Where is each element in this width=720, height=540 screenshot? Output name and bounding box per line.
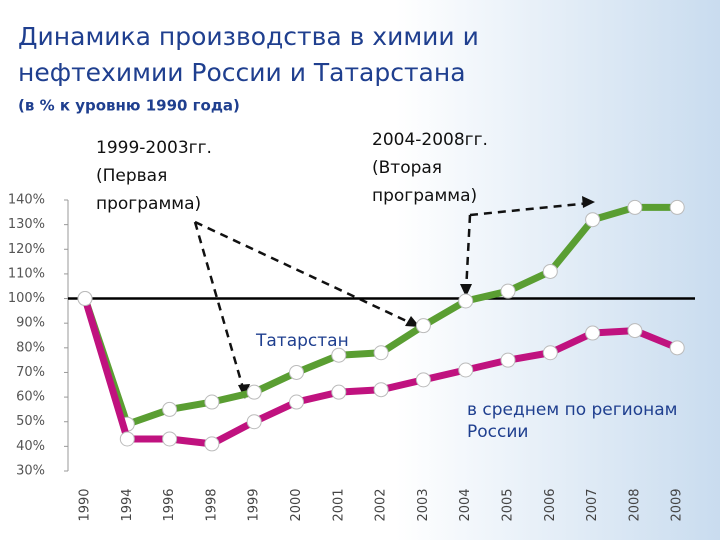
x-tick-label: 2006 (543, 488, 558, 521)
series-label-part: России (467, 422, 528, 442)
annotation: программа) (96, 194, 201, 214)
y-tick-label: 100% (8, 291, 45, 306)
annotation: (Первая (96, 166, 167, 186)
title-line: Динамика производства в химии и (18, 22, 479, 51)
y-tick-label: 110% (8, 266, 45, 281)
point (204, 394, 220, 410)
point (669, 199, 685, 215)
x-tick-label: 1999 (247, 488, 262, 521)
point (373, 382, 389, 398)
point (500, 283, 516, 299)
point (204, 436, 220, 452)
point (289, 394, 304, 410)
arrow (193, 221, 247, 396)
y-tick-label: 80% (16, 340, 45, 355)
arrowhead (582, 196, 595, 208)
y-tick-label: 40% (16, 439, 45, 454)
arrow (469, 201, 591, 217)
point (500, 352, 516, 368)
point (331, 347, 347, 363)
arrows (193, 201, 591, 396)
point (162, 431, 178, 447)
x-tick-label: 2003 (416, 488, 431, 521)
point (627, 323, 643, 339)
annotation: программа) (372, 186, 477, 206)
arrow (194, 220, 416, 327)
x-tick-label: 2008 (627, 488, 642, 521)
point (458, 362, 474, 378)
y-tick-label: 50% (16, 414, 45, 429)
x-tick-label: 2007 (585, 488, 600, 521)
x-tick-label: 2000 (289, 488, 304, 521)
annotation: 2004-2008гг. (372, 130, 488, 150)
series-label-part: в среднем по регионам (467, 400, 677, 420)
x-tick-label: 2004 (458, 488, 473, 521)
annotation: (Вторая (372, 158, 442, 178)
x-tick-label: 1996 (162, 488, 177, 521)
subtitle: (в % к уровню 1990 года) (18, 97, 240, 115)
y-tick-label: 140% (8, 193, 45, 208)
point (669, 340, 685, 356)
point (119, 431, 135, 447)
point (246, 384, 262, 400)
x-tick-label: 2005 (501, 488, 516, 521)
point (585, 212, 601, 228)
x-tick-label: 2002 (374, 488, 389, 521)
point (246, 414, 262, 430)
point (627, 199, 643, 215)
point (415, 318, 431, 334)
x-tick-label: 1998 (204, 488, 219, 521)
point (415, 372, 431, 388)
point (162, 401, 178, 417)
point (542, 263, 558, 279)
x-tick-label: 2001 (331, 488, 346, 521)
x-tick-label: 1994 (120, 488, 135, 521)
title: Динамика производства в химии и нефтехим… (18, 22, 479, 87)
arrowhead (460, 284, 472, 297)
x-tick-label: 2009 (670, 488, 685, 521)
point (542, 345, 558, 361)
series-label: Татарстан (255, 331, 349, 351)
annotation: 1999-2003гг. (96, 138, 212, 158)
series-label: в среднем по регионам России (467, 400, 677, 442)
point (585, 325, 601, 341)
x-tick-label: 1990 (78, 488, 93, 521)
point (458, 293, 474, 309)
title-line: нефтехимии России и Татарстана (18, 58, 466, 87)
y-tick-label: 130% (8, 217, 45, 232)
point (289, 364, 304, 380)
point (373, 345, 389, 361)
point (77, 291, 93, 307)
y-tick-label: 70% (16, 365, 45, 380)
point (331, 384, 347, 400)
y-tick-label: 60% (16, 390, 45, 405)
y-tick-label: 30% (16, 464, 45, 479)
y-tick-label: 120% (8, 242, 45, 257)
y-tick-label: 90% (16, 316, 45, 331)
